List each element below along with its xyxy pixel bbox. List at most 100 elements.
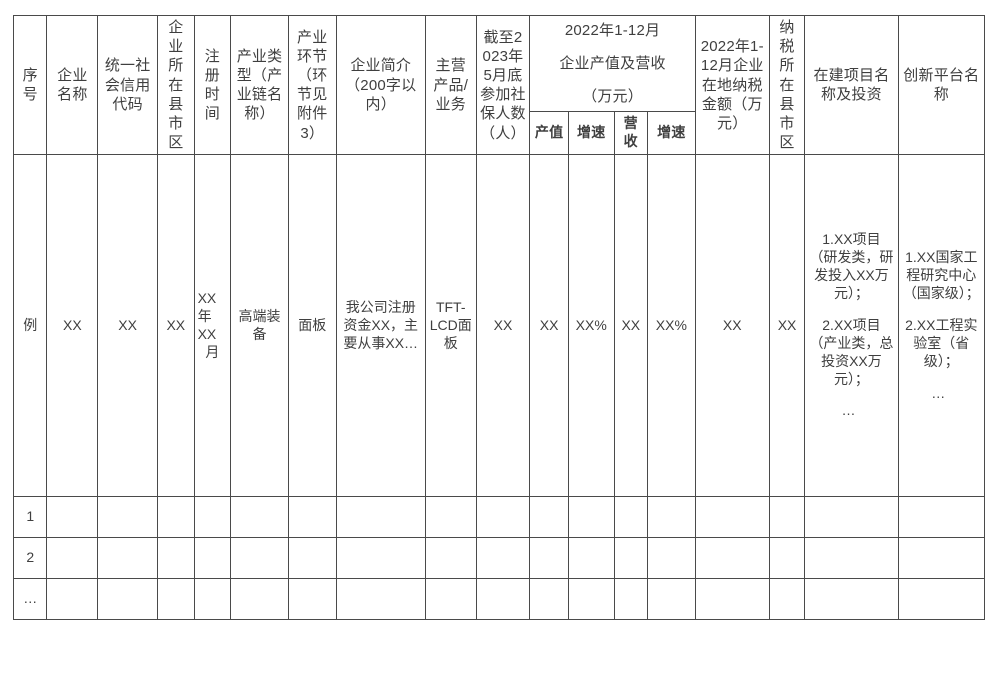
cell-projects[interactable] <box>804 578 899 621</box>
cell-tax-amount[interactable] <box>694 537 770 580</box>
cell-main-product[interactable]: TFT-LCD面板 <box>424 154 477 498</box>
cell-platforms[interactable] <box>897 537 986 580</box>
table-row[interactable]: … <box>12 578 986 621</box>
cell-revenue[interactable] <box>613 578 649 621</box>
cell-reg-time[interactable] <box>193 537 232 580</box>
cell-revenue[interactable]: XX <box>613 154 649 498</box>
cell-industry-link[interactable] <box>287 578 337 621</box>
cell-revenue[interactable] <box>613 537 649 580</box>
cell-main-product[interactable] <box>424 578 477 621</box>
cell-industry-link[interactable] <box>287 537 337 580</box>
cell-output-value[interactable] <box>529 537 569 580</box>
cell-tax-amount[interactable] <box>694 578 770 621</box>
cell-credit-code[interactable] <box>97 578 159 621</box>
cell-industry-link[interactable]: 面板 <box>287 154 337 498</box>
cell-output-growth[interactable] <box>567 578 615 621</box>
cell-platforms[interactable] <box>897 496 986 539</box>
col-header-company-name: 企业名称 <box>46 14 99 156</box>
cell-profile[interactable] <box>335 496 426 539</box>
col-header-credit-code: 统一社会信用代码 <box>97 14 159 156</box>
table-row-example[interactable]: 例 XX XX XX XX年XX月 高端装备 面板 我公司注册资金XX，主要从事… <box>12 154 986 498</box>
cell-output-value[interactable] <box>529 578 569 621</box>
col-header-main-product: 主营产品/业务 <box>424 14 477 156</box>
cell-social-insurance[interactable] <box>475 578 531 621</box>
cell-output-value[interactable]: XX <box>529 154 569 498</box>
cell-revenue-growth[interactable] <box>647 537 696 580</box>
cell-industry-type[interactable] <box>230 578 289 621</box>
col-header-industry-type-note: （产业链名称） <box>236 66 283 123</box>
cell-reg-time[interactable] <box>193 578 232 621</box>
cell-social-insurance[interactable] <box>475 496 531 539</box>
cell-county[interactable] <box>157 578 195 621</box>
col-header-industry-link-main: 产业环节 <box>297 28 328 65</box>
cell-platforms-item-2: 2.XX工程实验室（省级）； <box>905 316 978 369</box>
table-row[interactable]: 2 <box>12 537 986 580</box>
col-header-industry-type-main: 产业类型 <box>236 47 283 84</box>
cell-credit-code[interactable]: XX <box>97 154 159 498</box>
cell-credit-code[interactable] <box>97 496 159 539</box>
cell-industry-type[interactable] <box>230 537 289 580</box>
cell-profile[interactable]: 我公司注册资金XX，主要从事XX… <box>335 154 426 498</box>
cell-output-growth[interactable] <box>567 496 615 539</box>
cell-tax-county[interactable]: XX <box>768 154 806 498</box>
col-header-output-group-title: 2022年1-12月 <box>564 21 661 39</box>
cell-seq[interactable]: 2 <box>12 537 48 580</box>
cell-output-growth[interactable]: XX% <box>567 154 615 498</box>
col-header-social-insurance-main: 截至2023年5月底参加社保人数 <box>480 28 526 123</box>
cell-tax-county[interactable] <box>768 496 806 539</box>
cell-social-insurance[interactable] <box>475 537 531 580</box>
col-header-profile: 企业简介（200字以内） <box>335 14 426 156</box>
cell-projects-item-2: 2.XX项目（产业类，总投资XX万元）； <box>809 316 894 387</box>
col-header-platforms: 创新平台名称 <box>897 14 986 156</box>
cell-projects[interactable]: 1.XX项目（研发类，研发投入XX万元）； 2.XX项目（产业类，总投资XX万元… <box>804 154 899 498</box>
cell-projects[interactable] <box>804 496 899 539</box>
cell-projects[interactable] <box>804 537 899 580</box>
col-header-tax-amount: 2022年1-12月企业在地纳税金额（万元） <box>694 14 770 156</box>
cell-profile[interactable] <box>335 578 426 621</box>
cell-profile[interactable] <box>335 537 426 580</box>
cell-industry-link[interactable] <box>287 496 337 539</box>
cell-main-product[interactable] <box>424 496 477 539</box>
cell-company-name[interactable] <box>46 496 99 539</box>
cell-revenue-growth[interactable] <box>647 496 696 539</box>
cell-revenue[interactable] <box>613 496 649 539</box>
cell-county[interactable] <box>157 496 195 539</box>
cell-industry-type[interactable]: 高端装备 <box>230 154 289 498</box>
col-header-output-group-sub: 企业产值及营收 <box>559 54 666 72</box>
cell-seq[interactable]: 1 <box>12 496 48 539</box>
cell-seq[interactable]: … <box>12 578 48 621</box>
col-header-social-insurance-note: （人） <box>480 124 526 142</box>
cell-main-product[interactable] <box>424 537 477 580</box>
cell-tax-amount[interactable]: XX <box>694 154 770 498</box>
cell-platforms[interactable]: 1.XX国家工程研究中心（国家级）； 2.XX工程实验室（省级）； … <box>897 154 986 498</box>
cell-credit-code[interactable] <box>97 537 159 580</box>
cell-reg-time[interactable] <box>193 496 232 539</box>
col-header-county: 企业所在县市区 <box>157 14 195 156</box>
header-row-sub: 产值 增速 营收 增速 <box>14 111 985 156</box>
col-header-profile-note: （200字以内） <box>345 76 417 113</box>
cell-revenue-growth[interactable] <box>647 578 696 621</box>
cell-platforms[interactable] <box>897 578 986 621</box>
cell-reg-time[interactable]: XX年XX月 <box>193 154 232 498</box>
cell-company-name[interactable] <box>46 537 99 580</box>
cell-county[interactable]: XX <box>157 154 195 498</box>
cell-company-name[interactable]: XX <box>46 154 99 498</box>
cell-tax-amount[interactable] <box>694 496 770 539</box>
cell-revenue-growth[interactable]: XX% <box>647 154 696 498</box>
table-row[interactable]: 1 <box>12 496 986 539</box>
cell-industry-type[interactable] <box>230 496 289 539</box>
table-body: 例 XX XX XX XX年XX月 高端装备 面板 我公司注册资金XX，主要从事… <box>12 154 986 621</box>
cell-tax-county[interactable] <box>768 578 806 621</box>
cell-social-insurance[interactable]: XX <box>475 154 531 498</box>
col-header-industry-type: 产业类型（产业链名称） <box>230 14 289 156</box>
cell-county[interactable] <box>157 537 195 580</box>
col-header-output-group-unit: （万元） <box>582 88 643 106</box>
cell-output-growth[interactable] <box>567 537 615 580</box>
cell-seq[interactable]: 例 <box>12 154 48 498</box>
cell-tax-county[interactable] <box>768 537 806 580</box>
cell-company-name[interactable] <box>46 578 99 621</box>
cell-platforms-item-1: 1.XX国家工程研究中心（国家级）； <box>902 249 980 301</box>
cell-output-value[interactable] <box>529 496 569 539</box>
header-row-main: 序号 企业名称 统一社会信用代码 企业所在县市区 注册时间 产业类型（产业链名称… <box>12 14 986 156</box>
